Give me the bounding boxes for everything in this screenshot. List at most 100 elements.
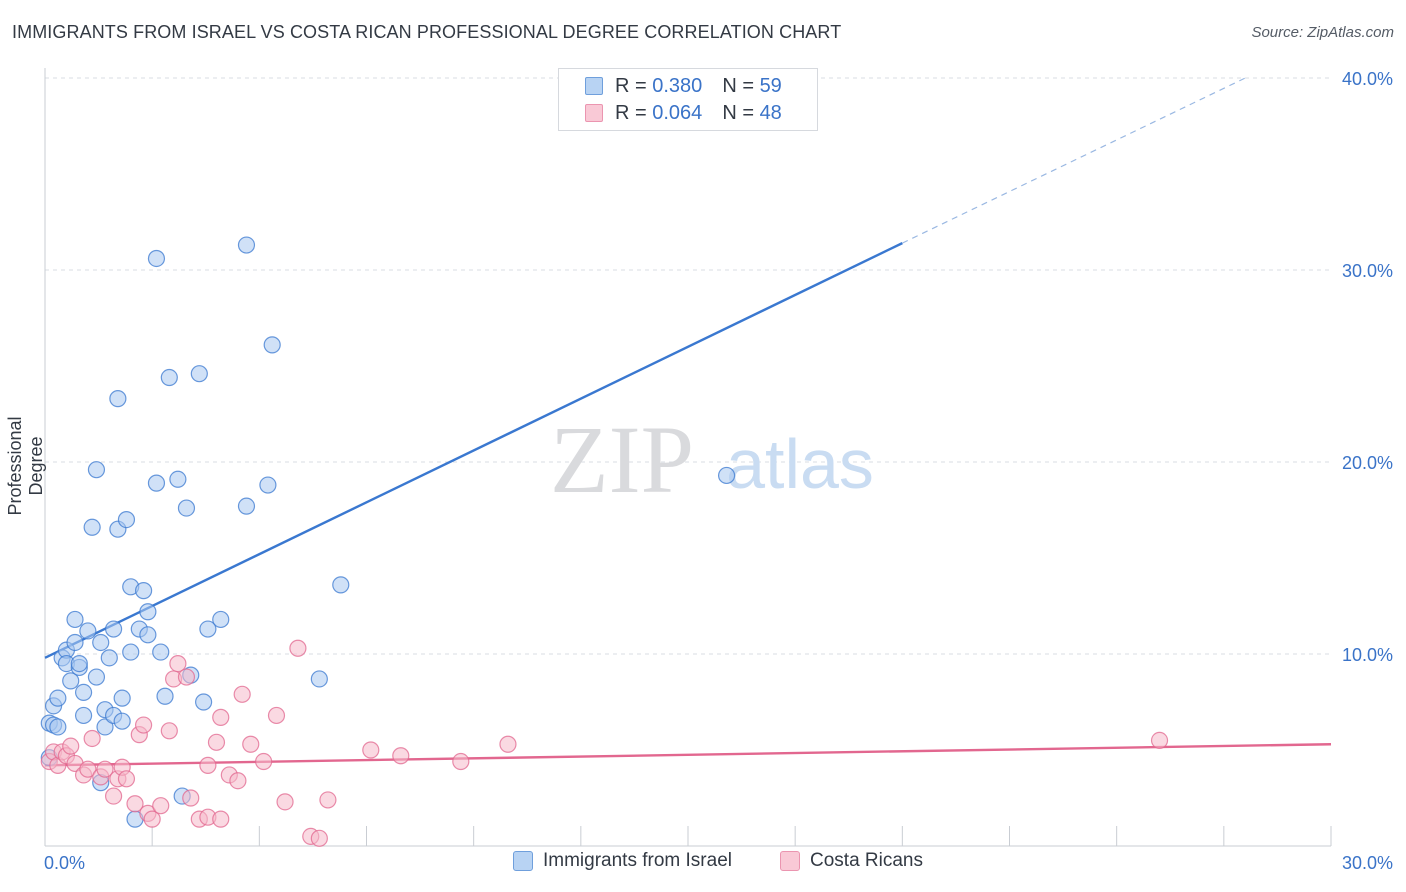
point-israel	[96, 718, 114, 736]
point-costa-rica	[134, 716, 153, 734]
point-israel	[122, 643, 140, 661]
point-costa-rica	[319, 791, 337, 809]
point-israel	[83, 518, 101, 536]
point-costa-rica	[152, 797, 170, 815]
point-israel	[113, 689, 131, 707]
legend-swatch-blue	[585, 77, 603, 95]
point-costa-rica	[104, 787, 123, 805]
legend-r-value: 0.380	[652, 74, 703, 97]
y-tick-label: 10.0%	[1342, 645, 1393, 665]
legend-row-israel: R = 0.380 N = 59	[585, 74, 782, 98]
point-israel	[79, 622, 97, 640]
point-costa-rica	[62, 737, 80, 755]
source-credit: Source: ZipAtlas.com	[1251, 24, 1394, 41]
point-israel	[169, 470, 187, 488]
point-israel	[212, 610, 230, 629]
point-israel	[87, 668, 106, 686]
watermark-atlas: atlas	[726, 425, 874, 503]
trendline-israel-extension	[902, 77, 1246, 244]
legend-r-value: 0.064	[652, 101, 703, 124]
gridlines	[45, 77, 1331, 655]
point-costa-rica	[117, 770, 136, 788]
point-israel	[139, 626, 157, 644]
point-costa-rica	[362, 741, 380, 759]
point-israel	[74, 706, 93, 725]
point-costa-rica	[96, 760, 114, 778]
point-israel	[259, 476, 277, 494]
tick-labels: 10.0% 20.0% 30.0% 40.0% 0.0% 30.0%	[44, 69, 1393, 873]
legend-item-costa-rica: Costa Ricans	[780, 850, 923, 872]
point-costa-rica	[212, 708, 230, 726]
legend-swatch-pink	[780, 851, 800, 871]
y-tick-label: 20.0%	[1342, 453, 1393, 473]
point-costa-rica	[207, 733, 226, 751]
point-costa-rica	[392, 747, 410, 765]
point-costa-rica	[126, 795, 144, 813]
legend-n-value: 59	[759, 74, 782, 97]
chart-title: IMMIGRANTS FROM ISRAEL VS COSTA RICAN PR…	[12, 22, 842, 42]
point-costa-rica	[242, 735, 260, 753]
point-costa-rica	[143, 810, 161, 828]
legend-swatch-pink	[585, 104, 603, 122]
point-israel	[310, 670, 328, 688]
point-costa-rica	[169, 654, 187, 673]
point-costa-rica	[267, 706, 286, 725]
legend-label-costa-rica: Costa Ricans	[810, 850, 923, 871]
point-israel	[199, 620, 217, 638]
legend-item-israel: Immigrants from Israel	[513, 850, 732, 872]
point-costa-rica	[212, 810, 230, 828]
point-costa-rica	[499, 735, 517, 753]
point-israel	[156, 687, 174, 705]
legend-row-costa-rica: R = 0.064 N = 48	[585, 101, 782, 125]
y-tick-label: 30.0%	[1342, 261, 1393, 281]
point-israel	[74, 683, 93, 702]
point-costa-rica	[452, 752, 470, 771]
point-israel	[66, 610, 84, 629]
point-israel	[263, 336, 281, 354]
point-costa-rica	[289, 639, 307, 657]
point-costa-rica	[182, 789, 200, 807]
legend-r-label: R =	[615, 101, 647, 124]
point-costa-rica	[199, 756, 217, 774]
point-israel	[66, 633, 84, 652]
point-costa-rica	[255, 752, 273, 771]
point-israel	[104, 620, 123, 638]
legend-swatch-blue	[513, 851, 533, 871]
point-israel	[190, 365, 208, 383]
point-israel	[152, 643, 170, 661]
point-israel	[87, 461, 106, 479]
point-israel	[147, 474, 166, 492]
point-israel	[134, 582, 153, 600]
point-israel	[147, 249, 166, 268]
watermark-zip: ZIP	[550, 406, 694, 513]
point-israel	[195, 693, 213, 711]
legend-r-label: R =	[615, 74, 647, 97]
point-costa-rica	[83, 729, 101, 748]
x-tick-label: 30.0%	[1342, 853, 1393, 873]
point-israel	[113, 712, 131, 730]
point-israel	[49, 718, 67, 736]
point-costa-rica	[1150, 731, 1169, 750]
point-costa-rica	[229, 772, 247, 790]
point-costa-rica	[79, 760, 97, 778]
point-israel	[100, 649, 118, 667]
legend-label-israel: Immigrants from Israel	[543, 850, 732, 871]
trendline-costa-rica	[44, 743, 1332, 767]
point-israel	[717, 466, 736, 485]
point-israel	[62, 672, 80, 690]
point-costa-rica	[160, 722, 178, 740]
point-costa-rica	[276, 793, 294, 811]
series-legend: Immigrants from Israel Costa Ricans	[0, 850, 1406, 878]
point-israel	[237, 236, 256, 254]
y-axis-label: Professional Degree	[5, 416, 46, 516]
point-israel	[139, 603, 157, 621]
legend-n-label: N =	[722, 74, 754, 97]
x-tick-label: 0.0%	[44, 853, 85, 873]
legend-n-value: 48	[759, 101, 782, 124]
point-costa-rica	[310, 829, 328, 847]
point-costa-rica	[233, 685, 251, 703]
watermark: ZIP atlas	[550, 406, 874, 513]
point-israel	[70, 654, 88, 673]
point-israel	[92, 633, 110, 652]
